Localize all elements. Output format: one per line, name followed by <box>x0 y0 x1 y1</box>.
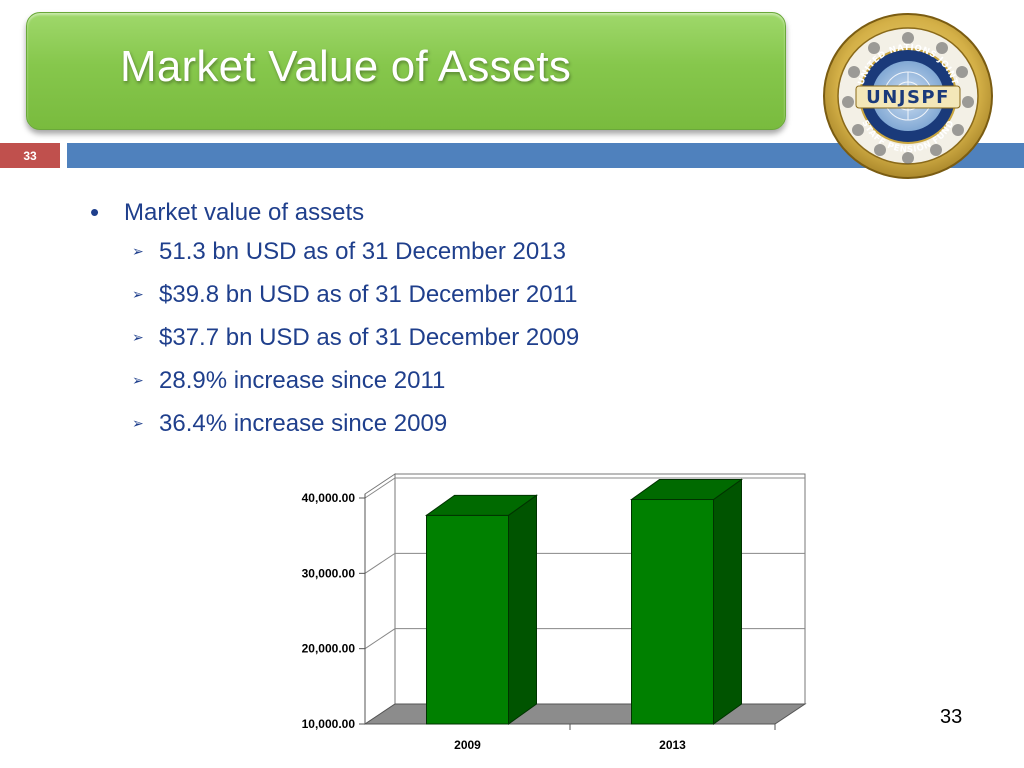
chart-bar-front <box>631 499 714 725</box>
chart-x-tick-label: 2013 <box>659 738 686 752</box>
sub-bullet-text: $39.8 bn USD as of 31 December 2011 <box>159 281 578 308</box>
chart-bar-top <box>629 479 744 501</box>
sub-bullet: ➢ $37.7 bn USD as of 31 December 2009 <box>88 316 579 359</box>
page-number: 33 <box>940 706 963 728</box>
bullet-main-text: Market value of assets <box>124 199 365 226</box>
sub-bullet-text: 28.9% increase since 2011 <box>159 367 446 394</box>
arrow-bullet-icon: ➢ <box>132 286 144 302</box>
chart-bar-side <box>508 494 537 725</box>
chart-bar-top <box>424 494 539 516</box>
sub-bullet-text: 36.4% increase since 2009 <box>159 410 448 437</box>
bullet-list: • Market value of assets ➢ 51.3 bn USD a… <box>88 196 579 445</box>
slide-number-tab: 33 <box>0 143 60 168</box>
chart-bar-front <box>426 514 509 725</box>
sub-bullet: ➢ 51.3 bn USD as of 31 December 2013 <box>88 230 579 273</box>
sub-bullet: ➢ 36.4% increase since 2009 <box>88 402 579 445</box>
logo-text-center: UNJSPF <box>866 87 950 108</box>
unjspf-emblem-icon: UNITED NATIONS JOINT STAFF PENSION FUND … <box>823 13 993 179</box>
sub-bullet: ➢ $39.8 bn USD as of 31 December 2011 <box>88 273 579 316</box>
sub-bullet: ➢ 28.9% increase since 2011 <box>88 359 579 402</box>
chart-y-tick-label: 10,000.00 <box>302 717 356 731</box>
arrow-bullet-icon: ➢ <box>132 243 144 259</box>
arrow-bullet-icon: ➢ <box>132 372 144 388</box>
slide-title: Market Value of Assets <box>120 42 572 91</box>
chart-y-tick-label: 40,000.00 <box>302 491 356 505</box>
bullet-dot-icon: • <box>90 197 100 227</box>
chart-gridline <box>364 477 805 499</box>
chart-side-wall <box>364 473 396 725</box>
title-banner <box>26 12 786 130</box>
chart-bar-side <box>713 478 742 725</box>
bullet-main: • Market value of assets <box>88 196 579 230</box>
sub-bullet-text: 51.3 bn USD as of 31 December 2013 <box>159 238 566 265</box>
sub-bullet-text: $37.7 bn USD as of 31 December 2009 <box>159 324 580 351</box>
chart-x-tick-label: 2009 <box>454 738 481 752</box>
chart-y-tick-label: 20,000.00 <box>302 642 356 656</box>
arrow-bullet-icon: ➢ <box>132 415 144 431</box>
chart-svg: 10,000.00 20,000.00 30,000.00 40,000.00 2009… <box>302 473 807 752</box>
chart-y-tick-label: 30,000.00 <box>302 566 356 580</box>
arrow-bullet-icon: ➢ <box>132 329 144 345</box>
market-value-chart: 10,000.00 20,000.00 30,000.00 40,000.00 2009… <box>270 470 830 760</box>
